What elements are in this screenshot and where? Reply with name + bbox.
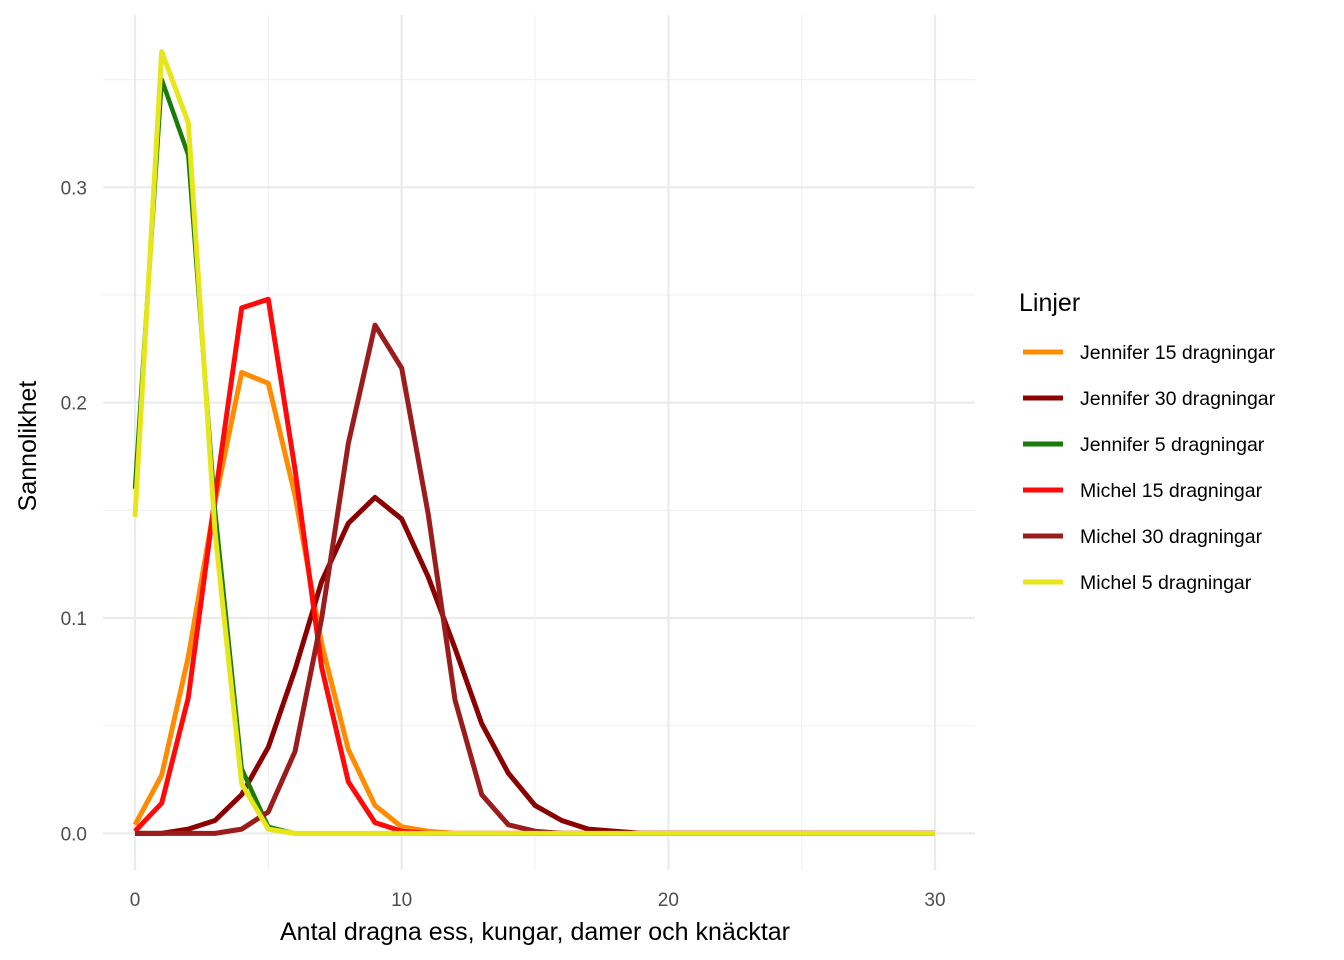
x-axis-title: Antal dragna ess, kungar, damer och knäc… [280, 918, 790, 946]
x-tick-label: 10 [391, 890, 412, 911]
x-tick-label: 30 [924, 890, 945, 911]
y-tick-label: 0.0 [61, 824, 87, 845]
legend-label: Michel 30 dragningar [1080, 526, 1263, 548]
y-tick-label: 0.1 [61, 609, 87, 630]
legend-label: Michel 15 dragningar [1080, 480, 1263, 502]
legend-label: Jennifer 15 dragningar [1080, 342, 1276, 364]
legend-label: Jennifer 30 dragningar [1080, 388, 1276, 410]
series-lines [132, 49, 935, 836]
legend-title: Linjer [1019, 289, 1080, 317]
legend-item: Michel 30 dragningar [1023, 526, 1263, 548]
tick-labels: 0 10 20 30 0.0 0.1 0.2 0.3 [61, 178, 946, 911]
legend-item: Michel 15 dragningar [1023, 480, 1263, 502]
legend-item: Jennifer 30 dragningar [1023, 388, 1276, 410]
legend: Linjer Jennifer 15 dragningar Jennifer 30… [1019, 289, 1276, 594]
x-tick-label: 20 [658, 890, 679, 911]
legend-label: Jennifer 5 dragningar [1080, 434, 1265, 456]
grid [103, 15, 975, 870]
legend-items: Jennifer 15 dragningar Jennifer 30 dragni… [1023, 342, 1276, 594]
y-axis-title: Sannolikhet [14, 381, 42, 512]
x-tick-label: 0 [130, 890, 141, 911]
legend-item: Michel 5 dragningar [1023, 572, 1252, 594]
legend-item: Jennifer 5 dragningar [1023, 434, 1265, 456]
legend-item: Jennifer 15 dragningar [1023, 342, 1276, 364]
y-tick-label: 0.2 [61, 394, 87, 415]
y-tick-label: 0.3 [61, 178, 87, 199]
legend-label: Michel 5 dragningar [1080, 572, 1252, 594]
series-line-michel-5-dragningar [132, 49, 935, 836]
